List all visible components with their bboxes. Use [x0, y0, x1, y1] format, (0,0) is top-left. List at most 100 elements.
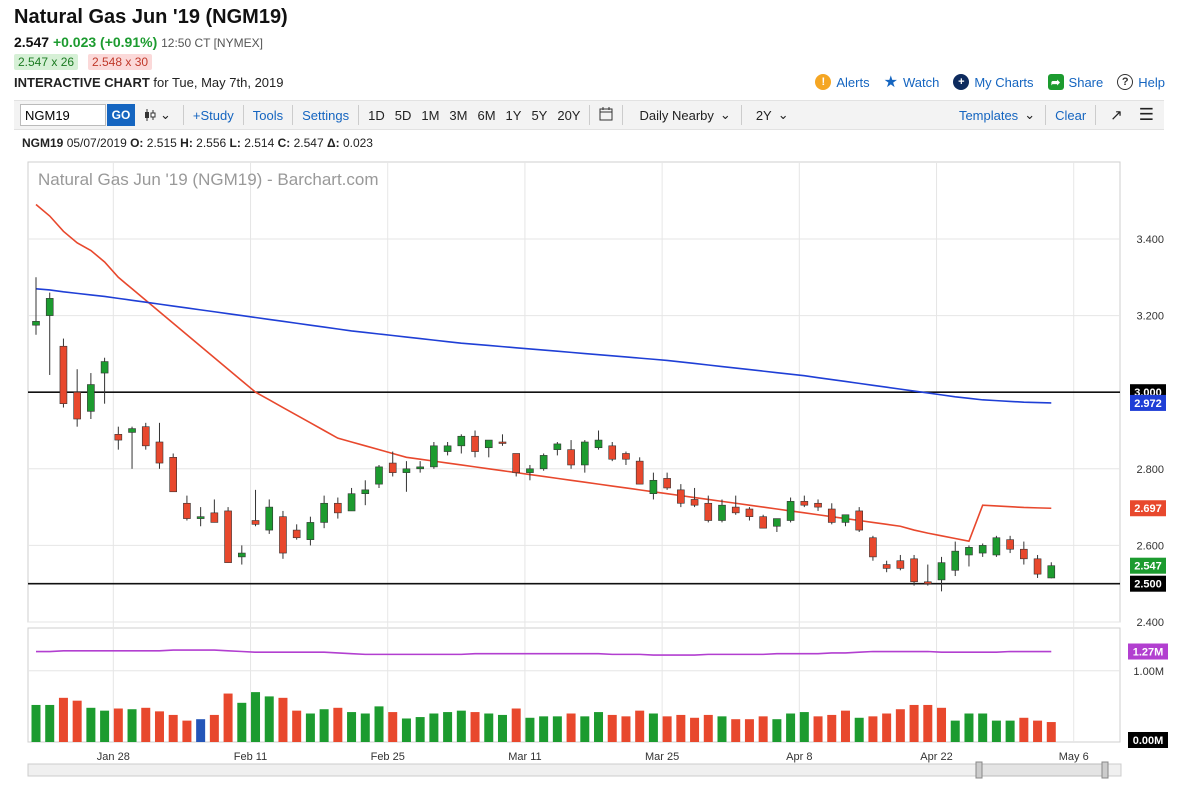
quote-time: 12:50 CT [NYMEX] [161, 36, 263, 50]
candle-body [224, 510, 232, 563]
volume-bar [100, 710, 110, 742]
x-tick-label: Mar 25 [645, 751, 679, 763]
candle-body [663, 478, 671, 489]
volume-bar [813, 716, 823, 742]
watch-link[interactable]: ★ Watch [884, 72, 940, 92]
expand-icon[interactable]: ↗ [1110, 107, 1123, 124]
candle-body [677, 489, 685, 504]
volume-bar [154, 711, 164, 742]
candle-body [773, 518, 781, 527]
volume-bar [333, 707, 343, 742]
candle-body [306, 522, 315, 540]
volume-bar [470, 712, 480, 742]
price-chart[interactable]: Jan 28 Feb 11 Feb 25 Mar 11 Mar 25 Apr 8 Apr 2… [0, 158, 1177, 794]
ohlc-high: 2.556 [196, 136, 227, 150]
study-button[interactable]: +Study [192, 107, 234, 123]
volume-bar [827, 714, 837, 742]
range-dropdown[interactable]: 2Y ⌄ [746, 107, 795, 123]
volume-bar [621, 716, 631, 742]
period-1y[interactable]: 1Y [505, 107, 522, 123]
star-icon: ★ [883, 74, 898, 91]
candle-body [388, 462, 397, 473]
ohlc-symbol: NGM19 [22, 136, 64, 150]
candle-body [45, 298, 54, 316]
range-label: 2Y [755, 107, 772, 123]
volume-bar [1033, 720, 1043, 742]
candle-body [471, 435, 479, 452]
candle-body [402, 468, 411, 473]
period-5y[interactable]: 5Y [531, 107, 548, 123]
candle-body [635, 460, 644, 485]
period-6m[interactable]: 6M [477, 107, 496, 123]
candle-body [334, 502, 342, 514]
candle-body [375, 466, 383, 485]
scrollbar-handle-left [975, 761, 983, 779]
menu-icon[interactable]: ☰ [1138, 105, 1154, 124]
volume-bar [31, 704, 41, 742]
clear-button[interactable]: Clear [1055, 107, 1087, 123]
alerts-link[interactable]: ! Alerts [815, 72, 870, 92]
candle-body [841, 514, 850, 523]
templates-label: Templates [958, 107, 1019, 123]
volume-bar [251, 692, 261, 742]
candle-body [827, 508, 836, 523]
volume-label: 1.27M [1133, 647, 1164, 659]
period-20y[interactable]: 20Y [557, 107, 581, 123]
volume-bar [58, 697, 68, 742]
date-picker-button[interactable] [594, 106, 618, 124]
go-button[interactable]: GO [107, 104, 135, 126]
volume-bar [607, 714, 617, 742]
period-1d[interactable]: 1D [368, 107, 385, 123]
candle-body [786, 501, 795, 521]
candle-body [923, 581, 932, 585]
candle-body [457, 435, 466, 447]
ic-date: for Tue, May 7th, 2019 [153, 75, 284, 90]
volume-bar [635, 710, 645, 742]
chart-type-button[interactable]: ⌄ [135, 107, 179, 123]
my-charts-link[interactable]: + My Charts [953, 72, 1034, 92]
period-5d[interactable]: 5D [394, 107, 412, 123]
volume-bar [648, 713, 658, 742]
candle-body [690, 499, 699, 506]
candle-body [73, 391, 81, 420]
period-3m[interactable]: 3M [449, 107, 468, 123]
candle-body [869, 537, 877, 558]
settings-button[interactable]: Settings [302, 107, 350, 123]
volume-bar [580, 716, 590, 742]
volume-bar [196, 719, 206, 742]
y-tick-label: 2.600 [1136, 540, 1164, 552]
ic-label: INTERACTIVE CHART [14, 75, 150, 90]
period-1m[interactable]: 1M [421, 107, 440, 123]
chart-title: Natural Gas Jun '19 (NGM19) - Barchart.c… [38, 170, 379, 189]
interval-dropdown[interactable]: Daily Nearby ⌄ [627, 107, 736, 123]
volume-bar [319, 709, 329, 742]
volume-bar [264, 696, 274, 742]
volume-bar [182, 720, 192, 742]
candle-body [183, 502, 191, 519]
candle-body [800, 501, 809, 506]
candle-body [265, 506, 274, 531]
candle-body [59, 345, 68, 404]
scrollbar-handle-right [1101, 761, 1109, 779]
chart-toolbar: GO ⌄ +Study Tools Settings 1D 5D 1M 3M 6… [14, 100, 1164, 130]
symbol-input[interactable] [20, 104, 106, 126]
volume-bar [223, 693, 233, 742]
templates-dropdown[interactable]: Templates ⌄ [953, 107, 1041, 123]
price-label-bg [1130, 575, 1166, 592]
candle-body [169, 457, 177, 493]
volume-bar [456, 710, 466, 742]
volume-bar [882, 713, 892, 742]
candle-body [1020, 548, 1028, 560]
volume-bar [731, 719, 741, 742]
candle-body [526, 468, 534, 473]
volume-bar [429, 713, 439, 742]
tools-button[interactable]: Tools [252, 107, 284, 123]
scrollbar-thumb [977, 763, 1107, 777]
chevron-down-icon: ⌄ [719, 107, 731, 122]
help-link[interactable]: ? Help [1117, 72, 1165, 92]
help-icon: ? [1117, 74, 1134, 90]
ohlc-high-label: H: [180, 136, 193, 150]
share-link[interactable]: ➦ Share [1047, 72, 1103, 92]
candle-body [498, 441, 507, 444]
candle-body [141, 426, 150, 447]
